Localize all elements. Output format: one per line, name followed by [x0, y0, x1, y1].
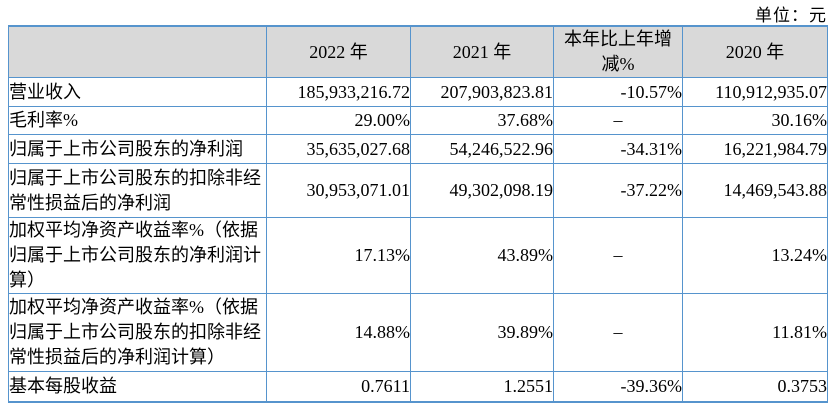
table-row-gross-margin: 毛利率% 29.00% 37.68% – 30.16%: [8, 106, 828, 135]
cell-2020: 0.3753: [682, 371, 828, 402]
header-yoy-change: 本年比上年增减%: [553, 25, 683, 78]
cell-2021: 49,302,098.19: [410, 163, 554, 218]
row-label: 基本每股收益: [8, 371, 267, 402]
cell-2021: 39.89%: [410, 293, 554, 372]
cell-2022: 17.13%: [266, 217, 411, 294]
cell-2020: 110,912,935.07: [682, 77, 828, 107]
cell-2022: 30,953,071.01: [266, 163, 411, 218]
unit-label: 单位：元: [755, 6, 827, 25]
cell-change: -34.31%: [553, 134, 683, 164]
cell-2021: 1.2551: [410, 371, 554, 402]
row-label: 营业收入: [8, 77, 267, 107]
table-row-revenue: 营业收入 185,933,216.72 207,903,823.81 -10.5…: [8, 77, 828, 107]
table-row-net-profit: 归属于上市公司股东的净利润 35,635,027.68 54,246,522.9…: [8, 134, 828, 164]
table-row-basic-eps: 基本每股收益 0.7611 1.2551 -39.36% 0.3753: [8, 371, 828, 402]
cell-2021: 54,246,522.96: [410, 134, 554, 164]
header-2021: 2021 年: [410, 25, 554, 78]
header-item-column: [8, 25, 267, 78]
cell-2020: 30.16%: [682, 106, 828, 135]
cell-change: –: [553, 106, 683, 135]
cell-2022: 29.00%: [266, 106, 411, 135]
cell-2020: 13.24%: [682, 217, 828, 294]
cell-change: -39.36%: [553, 371, 683, 402]
table-row-weighted-roe: 加权平均净资产收益率%（依据归属于上市公司股东的净利润计算） 17.13% 43…: [8, 217, 828, 294]
row-label: 归属于上市公司股东的扣除非经常性损益后的净利润: [8, 163, 267, 218]
row-label: 加权平均净资产收益率%（依据归属于上市公司股东的净利润计算）: [8, 217, 267, 294]
cell-change: -37.22%: [553, 163, 683, 218]
table-row-weighted-roe-deducted: 加权平均净资产收益率%（依据归属于上市公司股东的扣除非经常性损益后的净利润计算）…: [8, 293, 828, 372]
cell-change: –: [553, 217, 683, 294]
cell-2021: 37.68%: [410, 106, 554, 135]
header-2022: 2022 年: [266, 25, 411, 78]
cell-2020: 14,469,543.88: [682, 163, 828, 218]
table-row-net-profit-deducted: 归属于上市公司股东的扣除非经常性损益后的净利润 30,953,071.01 49…: [8, 163, 828, 218]
header-2020: 2020 年: [682, 25, 828, 78]
cell-change: –: [553, 293, 683, 372]
cell-2021: 207,903,823.81: [410, 77, 554, 107]
cell-2021: 43.89%: [410, 217, 554, 294]
row-label: 归属于上市公司股东的净利润: [8, 134, 267, 164]
table-header-row: 2022 年 2021 年 本年比上年增减% 2020 年: [8, 25, 828, 78]
cell-2022: 35,635,027.68: [266, 134, 411, 164]
cell-change: -10.57%: [553, 77, 683, 107]
row-label: 毛利率%: [8, 106, 267, 135]
row-label: 加权平均净资产收益率%（依据归属于上市公司股东的扣除非经常性损益后的净利润计算）: [8, 293, 267, 372]
cell-2022: 185,933,216.72: [266, 77, 411, 107]
cell-2020: 11.81%: [682, 293, 828, 372]
cell-2020: 16,221,984.79: [682, 134, 828, 164]
financial-summary-table: 2022 年 2021 年 本年比上年增减% 2020 年 营业收入 185,9…: [8, 25, 828, 403]
cell-2022: 0.7611: [266, 371, 411, 402]
cell-2022: 14.88%: [266, 293, 411, 372]
